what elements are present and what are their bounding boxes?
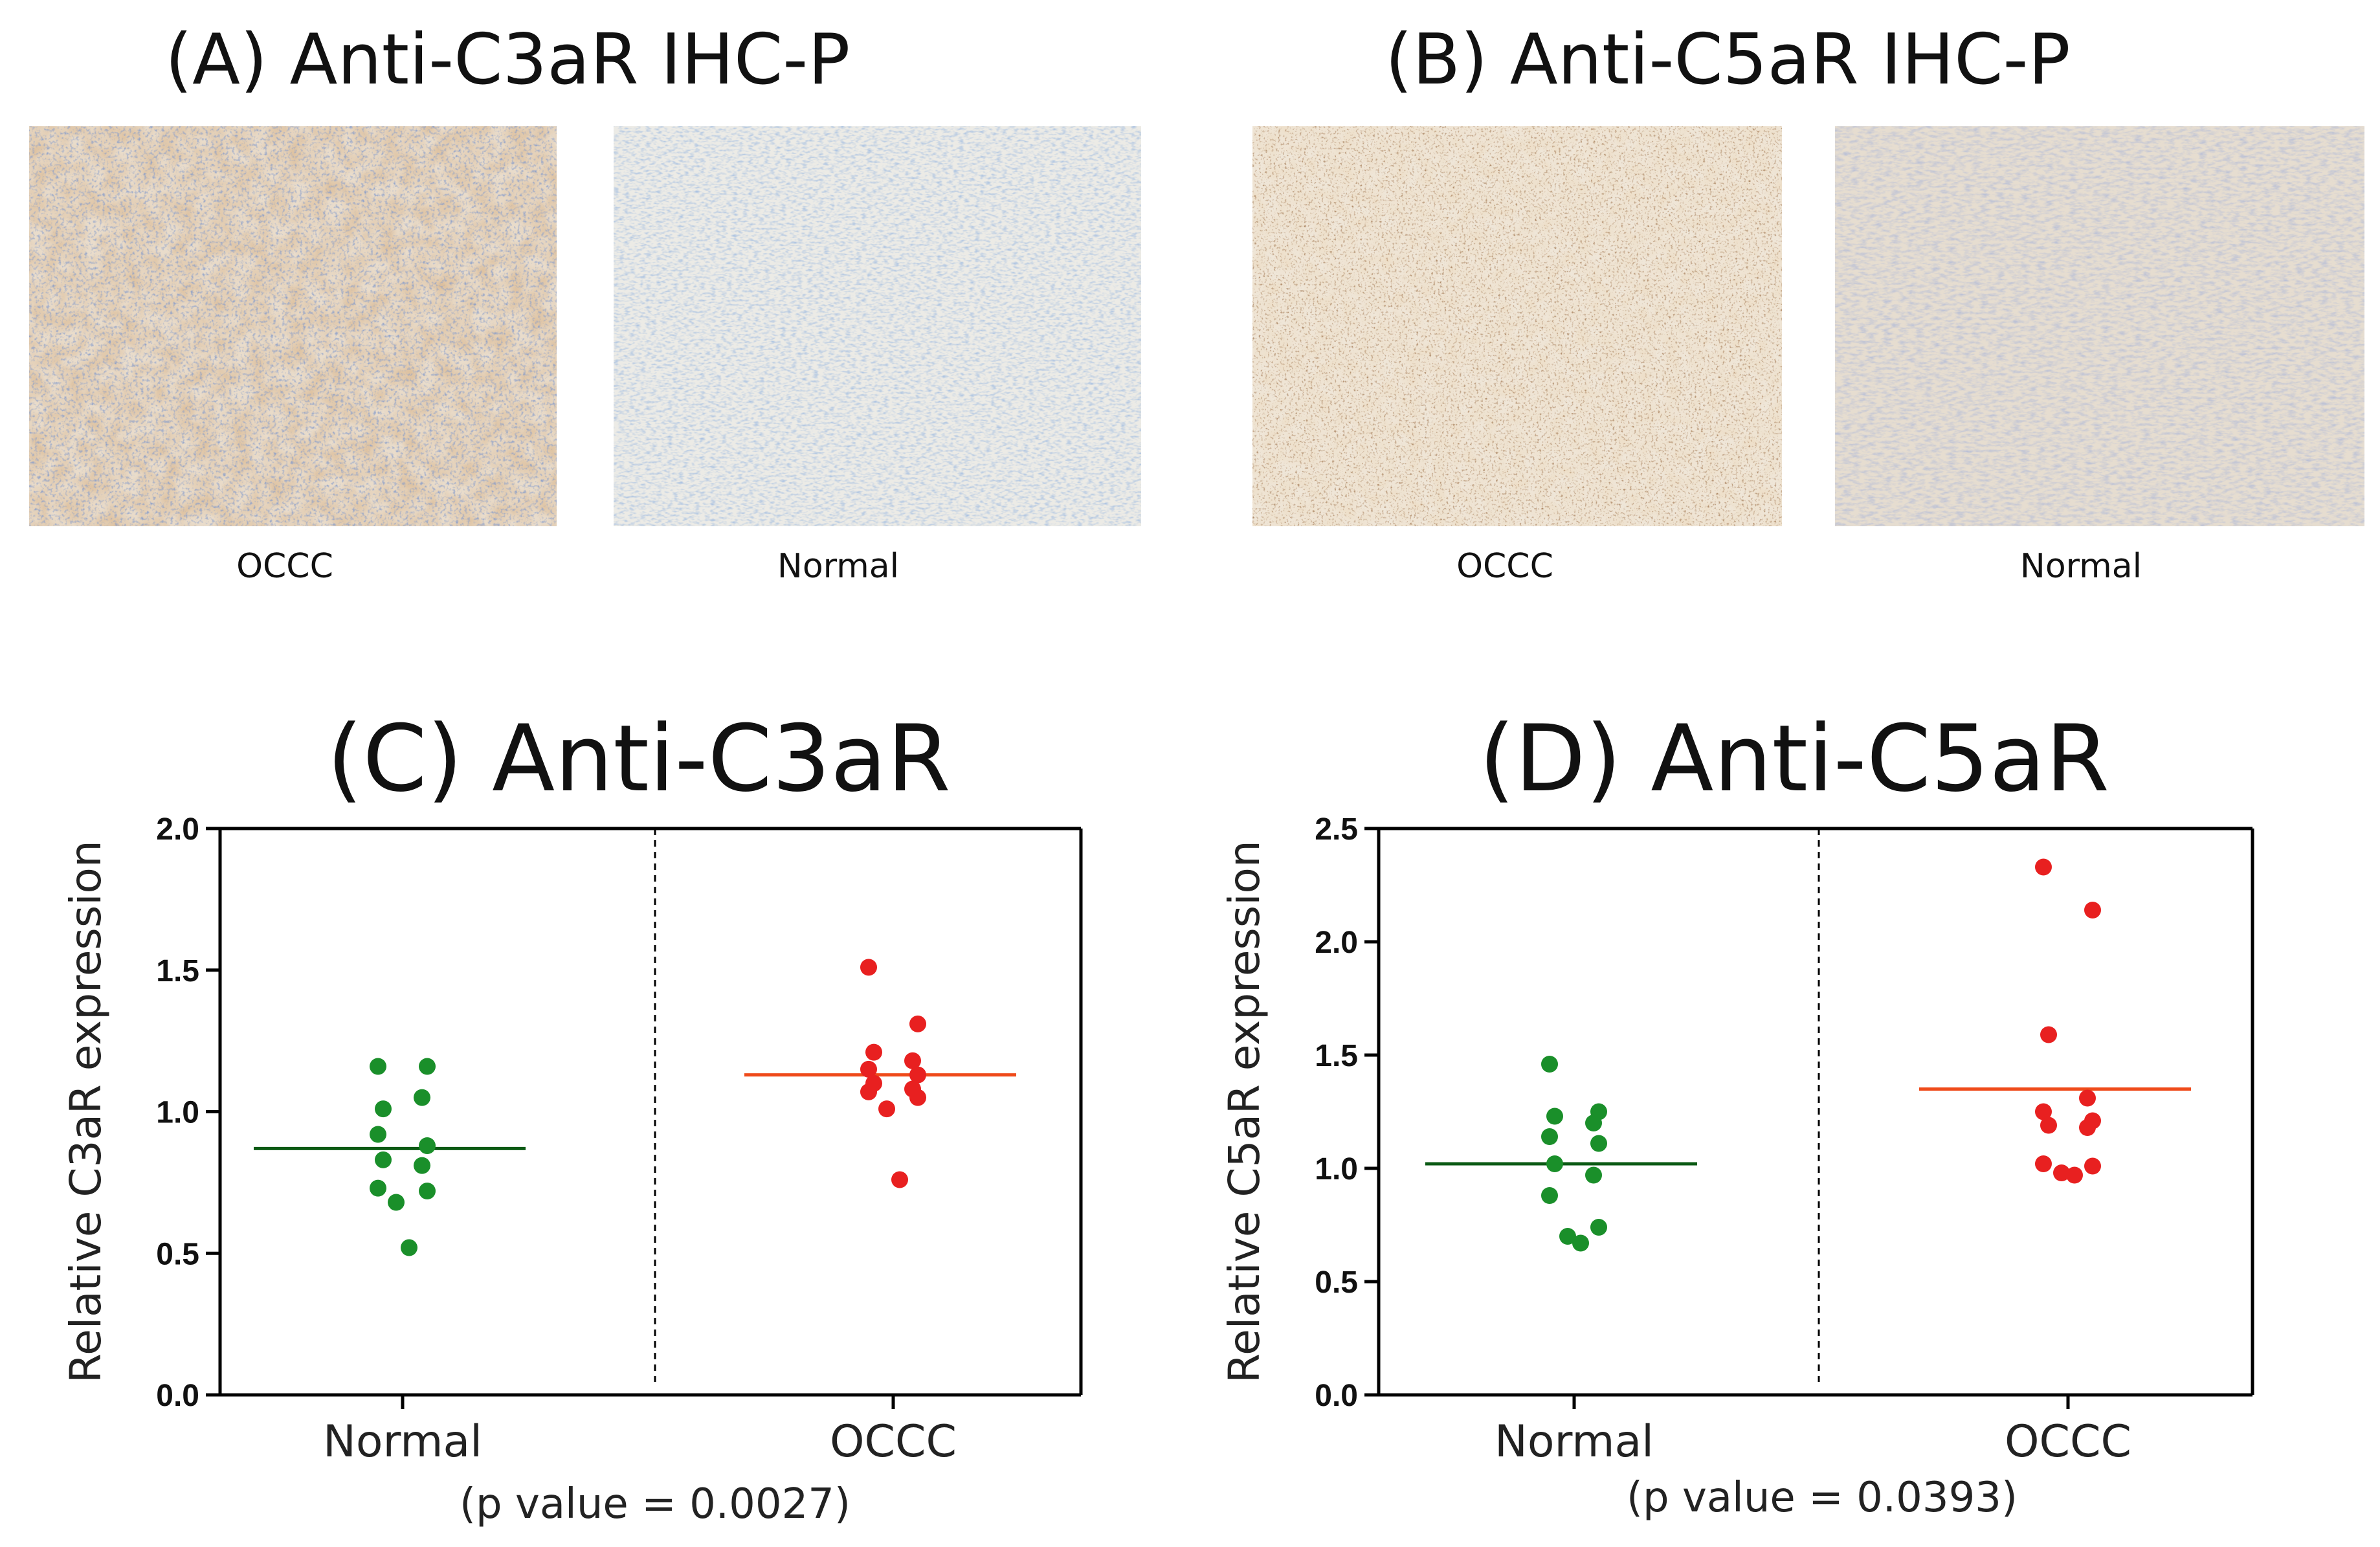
chart-c-normal-point [419, 1137, 436, 1154]
micrograph-a-occc-image [29, 126, 557, 526]
chart-d-normal-point [1590, 1219, 1607, 1236]
chart-c-normal-point [370, 1179, 386, 1197]
chart-d-ytick-label: 0.0 [1315, 1379, 1358, 1413]
chart-d-ytick-label: 0.5 [1315, 1265, 1358, 1300]
chart-c-occc-point [904, 1052, 921, 1069]
chart-d-normal-point [1585, 1166, 1602, 1184]
chart-d-occc-point [2035, 1155, 2052, 1172]
chart-d-title: (D) Anti-C5aR [1479, 706, 2109, 812]
caption-b-normal: Normal [2019, 547, 2142, 586]
chart-c-category-occc: OCCC [830, 1416, 957, 1467]
chart-d-normal-point [1546, 1107, 1563, 1125]
chart-c-normal-point [375, 1151, 392, 1168]
chart-d-occc-point [2035, 858, 2052, 876]
chart-c-occc-point [860, 959, 877, 976]
micrograph-a-normal-image [614, 126, 1141, 526]
chart-d-occc-point [2066, 1166, 2083, 1184]
chart-c-ytick-label: 2.0 [156, 812, 199, 847]
chart-c-normal-point [370, 1058, 386, 1075]
micrograph-b-normal [1835, 126, 2364, 526]
chart-c-occc-point [909, 1066, 926, 1084]
chart-c-normal-point [388, 1194, 405, 1211]
chart-c-ytick-label: 0.0 [156, 1379, 199, 1413]
chart-d-occc-point [2035, 1103, 2052, 1120]
chart-d-normal-point [1590, 1135, 1607, 1152]
chart-d-ytick-label: 1.5 [1315, 1039, 1358, 1073]
micrograph-a-occc [29, 126, 557, 526]
chart-d-occc-point [2040, 1117, 2057, 1134]
chart-c-pvalue: (p value = 0.0027) [460, 1480, 851, 1528]
chart-c-normal-point [375, 1100, 392, 1118]
micrograph-a-normal [614, 126, 1141, 526]
chart-d-occc-point [2040, 1026, 2057, 1043]
chart-d-occc-point [2079, 1119, 2096, 1136]
chart-c-normal-point [370, 1126, 386, 1143]
chart-d-category-normal: Normal [1495, 1416, 1654, 1467]
panel-b-title: (B) Anti-C5aR IHC-P [1385, 19, 2071, 100]
caption-a-normal: Normal [777, 547, 900, 586]
chart-d-occc-point [2084, 1157, 2101, 1175]
chart-d-occc-point [2084, 902, 2101, 918]
chart-d-normal-point [1541, 1187, 1558, 1204]
chart-c-occc-point [860, 1060, 877, 1078]
chart-d-occc-point [2053, 1164, 2070, 1181]
panel-a-title: (A) Anti-C3aR IHC-P [165, 19, 851, 100]
chart-d-pvalue: (p value = 0.0393) [1627, 1474, 2018, 1522]
chart-c-ylabel: Relative C3aR expression [61, 840, 111, 1383]
chart-c-normal-point [401, 1239, 417, 1256]
micrograph-b-occc-image [1252, 126, 1782, 526]
chart-c-occc-point [878, 1100, 895, 1118]
chart-d-normal-point [1546, 1155, 1563, 1172]
chart-c-occc-point [865, 1043, 882, 1061]
chart-c-title: (C) Anti-C3aR [327, 706, 951, 812]
caption-a-occc: OCCC [236, 547, 333, 586]
caption-b-occc: OCCC [1456, 547, 1553, 586]
chart-c-ytick-label: 1.5 [156, 954, 199, 988]
chart-c-occc-point [891, 1171, 908, 1188]
chart-c-ytick-label: 0.5 [156, 1237, 199, 1271]
chart-c-normal-point [414, 1157, 430, 1174]
chart-c-category-normal: Normal [323, 1416, 482, 1467]
micrograph-b-normal-image [1835, 126, 2364, 526]
chart-c-occc-point [860, 1083, 877, 1100]
chart-d-normal-point [1559, 1228, 1576, 1245]
chart-d-normal-point [1572, 1234, 1589, 1252]
chart-d-normal-point [1541, 1128, 1558, 1145]
chart-c-normal-point [419, 1058, 436, 1075]
chart-c-normal-point [414, 1089, 430, 1106]
chart-c-occc-point [909, 1015, 926, 1032]
chart-c-normal-point [419, 1183, 436, 1199]
chart-c-ytick-label: 1.0 [156, 1096, 199, 1130]
micrograph-b-occc [1252, 126, 1782, 526]
chart-c-occc-point [909, 1089, 926, 1106]
chart-d-normal-point [1541, 1056, 1558, 1073]
chart-d-normal-point [1585, 1115, 1602, 1131]
chart-d-ytick-label: 2.0 [1315, 926, 1358, 960]
chart-d-ytick-label: 1.0 [1315, 1152, 1358, 1186]
chart-d-occc-point [2079, 1089, 2096, 1107]
chart-d-category-occc: OCCC [2005, 1416, 2131, 1467]
chart-d-ytick-label: 2.5 [1315, 812, 1358, 847]
chart-d-ylabel: Relative C5aR expression [1219, 840, 1269, 1383]
